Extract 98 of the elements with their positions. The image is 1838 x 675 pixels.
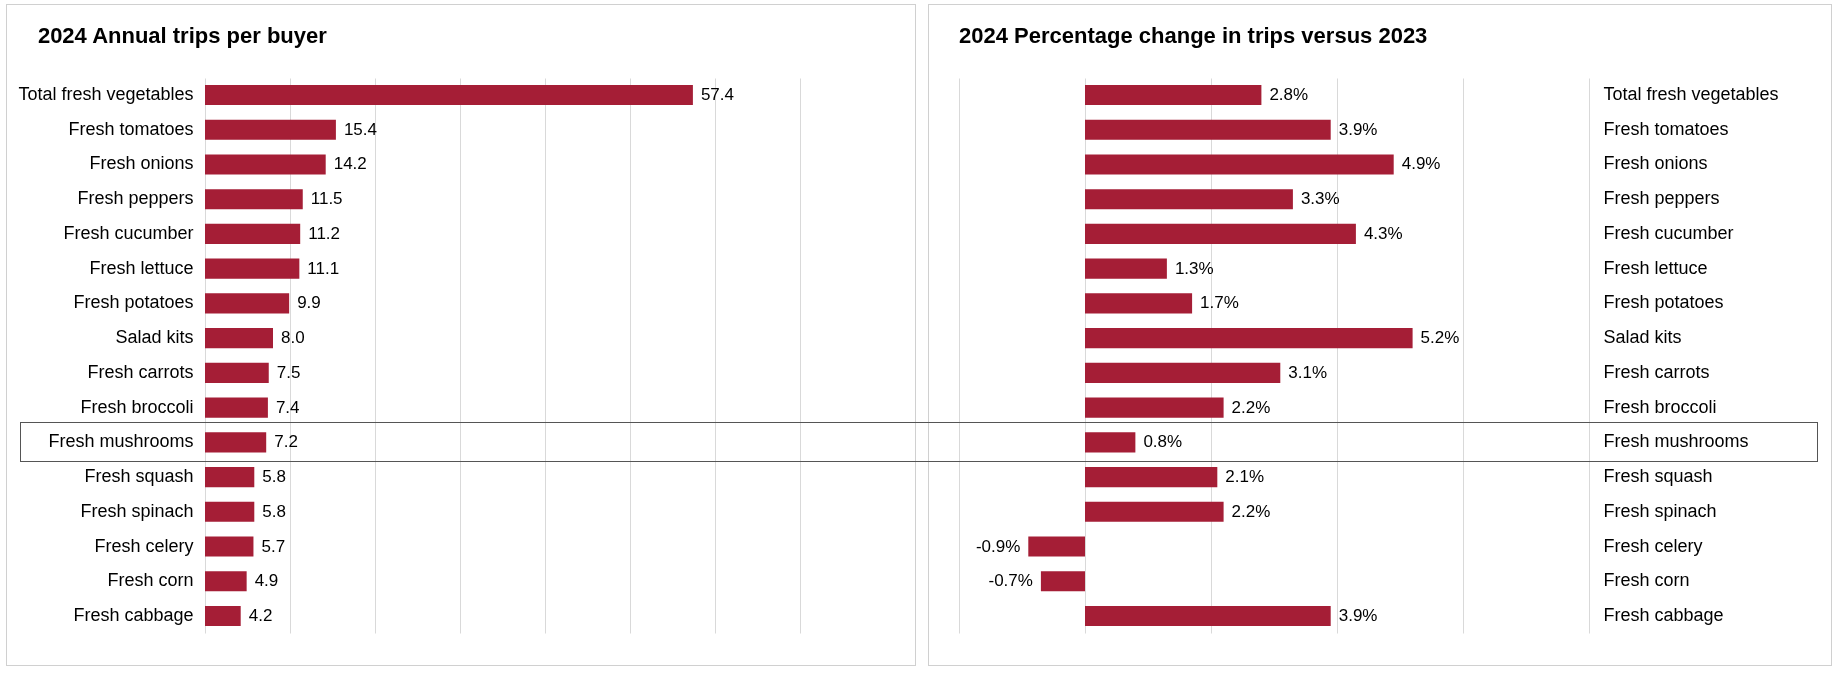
y-tick-label: Fresh broccoli bbox=[80, 396, 194, 417]
data-label: 5.7 bbox=[261, 536, 286, 556]
data-label: 1.7% bbox=[1200, 293, 1239, 313]
y-tick-label: Fresh onions bbox=[1603, 153, 1708, 174]
data-label: 2.8% bbox=[1269, 85, 1309, 105]
data-label: 4.9 bbox=[254, 571, 279, 591]
bar bbox=[205, 362, 269, 383]
bar bbox=[1085, 432, 1136, 453]
y-tick-label: Fresh peppers bbox=[1603, 188, 1720, 209]
bar bbox=[1085, 154, 1394, 175]
y-tick-label: Salad kits bbox=[115, 327, 194, 348]
bar bbox=[1040, 571, 1085, 592]
bar bbox=[205, 571, 247, 592]
data-label: 3.9% bbox=[1338, 119, 1378, 139]
bar bbox=[205, 84, 693, 106]
data-label: 3.9% bbox=[1338, 605, 1378, 625]
bar bbox=[1085, 466, 1218, 488]
bar bbox=[205, 466, 255, 488]
y-tick-label: Fresh lettuce bbox=[89, 257, 194, 278]
y-tick-label: Fresh tomatoes bbox=[1603, 118, 1729, 139]
y-tick-label: Fresh squash bbox=[1603, 466, 1713, 487]
data-label: 11.5 bbox=[310, 189, 343, 209]
bar bbox=[205, 536, 254, 557]
data-label: -0.9% bbox=[975, 536, 1021, 556]
data-label: 57.4 bbox=[700, 85, 734, 105]
y-tick-label: Fresh carrots bbox=[87, 361, 194, 382]
bar bbox=[1085, 397, 1224, 418]
y-tick-label: Fresh corn bbox=[107, 570, 194, 591]
bar bbox=[205, 432, 267, 453]
y-tick-label: Fresh tomatoes bbox=[68, 118, 194, 139]
bar bbox=[205, 189, 303, 210]
bar bbox=[1085, 328, 1413, 349]
y-tick-label: Fresh celery bbox=[1603, 535, 1703, 556]
data-label: 4.3% bbox=[1363, 223, 1403, 243]
data-label: 5.8 bbox=[262, 467, 286, 487]
data-label: 2.1% bbox=[1225, 467, 1265, 487]
data-label: 8.0 bbox=[281, 328, 305, 348]
data-label: 3.3% bbox=[1300, 189, 1340, 209]
data-label: 5.8 bbox=[262, 501, 286, 521]
bar bbox=[1085, 119, 1331, 140]
y-tick-label: Fresh potatoes bbox=[73, 292, 194, 313]
y-tick-label: Fresh potatoes bbox=[1603, 292, 1724, 313]
bar bbox=[1085, 223, 1356, 245]
bar bbox=[205, 154, 326, 175]
data-label: 7.4 bbox=[275, 397, 300, 417]
data-label: 5.2% bbox=[1420, 328, 1460, 348]
data-label: 1.3% bbox=[1174, 258, 1214, 278]
y-tick-label: Fresh spinach bbox=[1603, 500, 1717, 521]
y-tick-label: Fresh cucumber bbox=[63, 222, 194, 243]
data-label: 7.5 bbox=[276, 362, 301, 382]
data-label: 2.2% bbox=[1231, 397, 1271, 417]
y-tick-label: Salad kits bbox=[1603, 327, 1682, 348]
data-label: 7.2 bbox=[274, 432, 298, 452]
y-tick-label: Fresh peppers bbox=[77, 188, 194, 209]
data-label: 3.1% bbox=[1288, 362, 1328, 382]
bar bbox=[1085, 258, 1167, 279]
y-tick-label: Fresh spinach bbox=[80, 500, 194, 521]
y-tick-label: Total fresh vegetables bbox=[1603, 84, 1779, 105]
data-label: 14.2 bbox=[333, 154, 367, 174]
y-tick-label: Fresh cabbage bbox=[1603, 604, 1724, 625]
y-tick-label: Fresh broccoli bbox=[1603, 396, 1717, 417]
y-tick-label: Fresh corn bbox=[1603, 570, 1690, 591]
data-label: 9.9 bbox=[297, 293, 321, 313]
data-label: 11.2 bbox=[308, 223, 341, 243]
y-tick-label: Fresh carrots bbox=[1603, 361, 1710, 382]
y-tick-label: Fresh celery bbox=[94, 535, 194, 556]
data-label: -0.7% bbox=[988, 571, 1033, 591]
y-tick-label: Fresh mushrooms bbox=[48, 431, 194, 452]
bar bbox=[205, 605, 241, 627]
bar bbox=[1085, 189, 1293, 210]
bar bbox=[205, 501, 255, 522]
bar bbox=[205, 258, 300, 279]
data-label: 4.9% bbox=[1401, 154, 1441, 174]
y-tick-label: Fresh lettuce bbox=[1603, 257, 1708, 278]
data-label: 15.4 bbox=[343, 119, 377, 139]
y-tick-label: Fresh onions bbox=[89, 153, 194, 174]
data-label: 0.8% bbox=[1143, 432, 1183, 452]
bar bbox=[205, 119, 336, 140]
bar bbox=[1085, 501, 1224, 522]
y-tick-label: Total fresh vegetables bbox=[18, 84, 194, 105]
data-label: 4.2 bbox=[248, 605, 273, 625]
bar bbox=[1085, 362, 1281, 383]
y-tick-label: Fresh squash bbox=[84, 466, 194, 487]
chart-title: 2024 Annual trips per buyer bbox=[37, 23, 328, 48]
chart-title: 2024 Percentage change in trips versus 2023 bbox=[959, 23, 1428, 48]
bar bbox=[205, 223, 301, 245]
data-label: 11.1 bbox=[307, 258, 340, 278]
data-label: 2.2% bbox=[1231, 501, 1271, 521]
bar bbox=[205, 397, 268, 418]
y-tick-label: Fresh cabbage bbox=[73, 604, 194, 625]
y-tick-label: Fresh mushrooms bbox=[1603, 431, 1749, 452]
bar bbox=[1085, 293, 1193, 314]
bar bbox=[1085, 605, 1331, 627]
bar bbox=[1085, 84, 1262, 106]
bar bbox=[205, 328, 273, 349]
bar bbox=[205, 293, 290, 314]
y-tick-label: Fresh cucumber bbox=[1603, 222, 1734, 243]
bar bbox=[1028, 536, 1085, 557]
